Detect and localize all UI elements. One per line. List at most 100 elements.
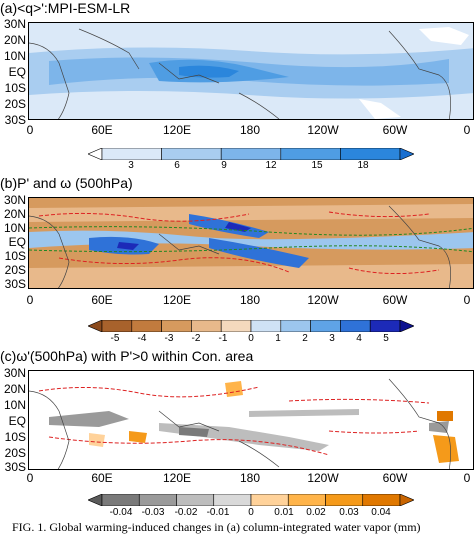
panel-b-green-contours — [29, 226, 473, 253]
panel-a-ytick: 30N — [3, 17, 26, 31]
colorbar-box — [220, 148, 282, 160]
panel-b-xtick: 60W — [382, 293, 408, 307]
panel-c-orange-cells — [129, 431, 147, 443]
panel-b-max-wet — [117, 242, 139, 250]
colorbar-end-right — [399, 320, 414, 332]
panel-c-orange-cells — [433, 435, 459, 463]
panel-b-cb-tick: -2 — [191, 333, 201, 344]
panel-c-ytick: 10S — [4, 430, 26, 444]
colorbar-box — [280, 148, 341, 160]
panel-c-colorbar-boxes — [88, 494, 414, 506]
panel-c-ytick: 30S — [4, 460, 26, 474]
panel-c-xtick: 0 — [26, 471, 34, 485]
panel-c-map — [28, 370, 474, 470]
panel-a-xtick: 0 — [26, 123, 34, 137]
colorbar-box — [340, 320, 371, 332]
panel-a-cb-tick: 9 — [221, 160, 227, 171]
panel-b-xtick: 0 — [26, 293, 34, 307]
panel-c-ytick: 10N — [3, 398, 26, 412]
panel-a-ytick: EQ — [8, 65, 26, 79]
panel-b-wet-core — [209, 238, 309, 268]
panel-b-ytick: 30S — [4, 277, 26, 291]
colorbar-end-right — [399, 494, 414, 506]
colorbar-end-right — [399, 148, 414, 160]
panel-a-dry-patch — [419, 27, 469, 45]
colorbar-box — [369, 320, 401, 332]
colorbar-end-left — [88, 148, 103, 160]
colorbar-box — [176, 494, 215, 506]
panel-a-cb-tick: 12 — [265, 160, 277, 171]
panel-b-xtick: 120E — [162, 293, 192, 307]
colorbar-box — [287, 494, 326, 506]
panel-a-map — [28, 22, 474, 120]
panel-b-dry-band — [29, 264, 473, 288]
panel-b-coastlines — [29, 205, 451, 288]
colorbar-box — [250, 320, 282, 332]
panel-c-gray-cells — [49, 411, 129, 427]
panel-b-ytick: 20N — [3, 207, 26, 221]
panel-c-ytick: 30N — [3, 366, 26, 380]
panel-b-xtick: 60E — [91, 293, 113, 307]
colorbar-box — [340, 148, 401, 160]
panel-c-xtick: 60E — [91, 471, 113, 485]
panel-c-cb-tick: -0.04 — [109, 507, 133, 518]
panel-b-ytick: 10S — [4, 249, 26, 263]
panel-c-map-svg — [29, 371, 473, 469]
colorbar-box — [325, 494, 364, 506]
panel-c-orange-cells — [225, 381, 243, 397]
panel-b-max-wet — [225, 222, 251, 232]
panel-c-cb-tick: 0.01 — [274, 507, 294, 518]
panel-b-colorbar-svg — [88, 320, 414, 332]
panel-c-orange-cells — [437, 411, 453, 421]
panel-c-gray-cells — [429, 421, 449, 433]
panel-b-cb-tick: 5 — [383, 333, 389, 344]
panel-a-cb-tick: 15 — [311, 160, 323, 171]
panel-a-colorbar-svg — [88, 148, 414, 160]
panel-a-coastlines — [29, 28, 451, 119]
panel-c-xtick: 120E — [162, 471, 192, 485]
panel-a-cb-tick: 3 — [128, 160, 134, 171]
panel-a-ytick: 20N — [3, 33, 26, 47]
panel-b-ytick: 30N — [3, 193, 26, 207]
colorbar-box — [220, 320, 252, 332]
panel-a-xtick: 0 — [463, 123, 471, 137]
panel-a-cb-tick: 6 — [174, 160, 180, 171]
panel-b-cb-tick: -3 — [164, 333, 174, 344]
panel-a-ytick: 10N — [3, 49, 26, 63]
panel-c-cb-tick: 0.03 — [339, 507, 359, 518]
colorbar-box — [213, 494, 252, 506]
panel-c-cb-tick: -0.03 — [141, 507, 165, 518]
colorbar-box — [191, 320, 222, 332]
colorbar-box — [131, 320, 162, 332]
panel-b-cb-tick: 4 — [356, 333, 362, 344]
panel-c-gray-cells — [179, 427, 209, 437]
panel-b-xtick: 0 — [463, 293, 471, 307]
figure-caption: FIG. 1. Global warming-induced changes i… — [12, 520, 421, 534]
panel-c-ytick: 20N — [3, 382, 26, 396]
panel-c-cb-tick: 0.02 — [306, 507, 326, 518]
panel-b-cb-tick: -1 — [218, 333, 228, 344]
panel-a-colorbar-boxes — [88, 148, 414, 160]
panel-b-ytick: 20S — [4, 263, 26, 277]
panel-a-ytick: 30S — [4, 113, 26, 127]
panel-b-omega-contours — [38, 211, 440, 275]
panel-a-xtick: 120E — [162, 123, 192, 137]
panel-a-cb-tick: 18 — [357, 160, 369, 171]
colorbar-box — [101, 320, 133, 332]
panel-c-xtick: 120W — [307, 471, 339, 485]
panel-a-xtick: 120W — [307, 123, 339, 137]
colorbar-box — [161, 320, 192, 332]
panel-b-cb-tick: -5 — [110, 333, 120, 344]
panel-b-title: (b)P' and ω (500hPa) — [0, 175, 133, 191]
colorbar-box — [101, 494, 140, 506]
panel-a-map-svg — [29, 23, 473, 119]
panel-c-title: (c)ω'(500hPa) with P'>0 within Con. area — [0, 348, 254, 364]
colorbar-box — [280, 320, 311, 332]
panel-b-cb-tick: 1 — [275, 333, 281, 344]
panel-b-ytick: EQ — [8, 235, 26, 249]
panel-a-xtick: 60E — [91, 123, 113, 137]
panel-c-gray-cells — [249, 409, 359, 417]
panel-c-coastlines — [29, 378, 451, 469]
panel-c-cb-tick: -0.01 — [206, 507, 230, 518]
panel-c-orange-cells — [89, 433, 105, 447]
